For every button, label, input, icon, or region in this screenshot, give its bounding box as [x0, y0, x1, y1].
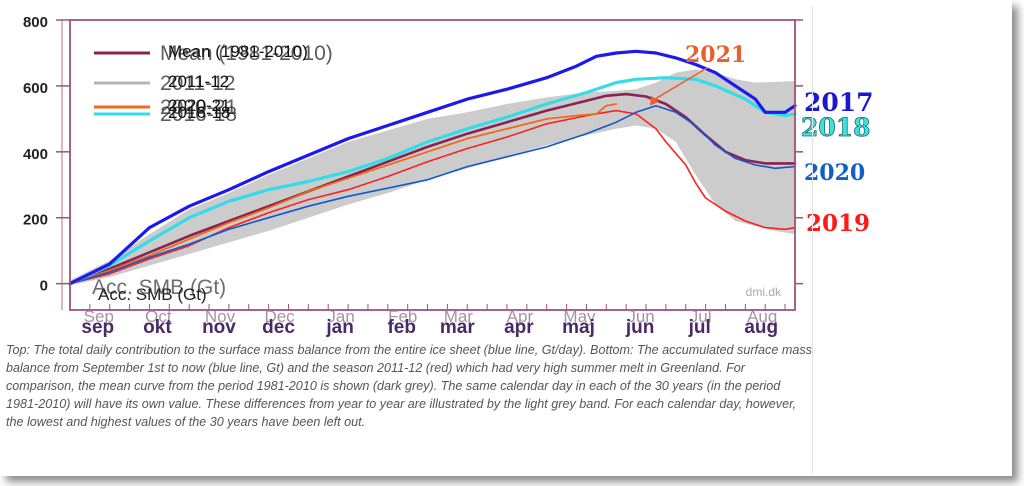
x-month-ghost-label: Mar	[444, 307, 474, 326]
x-month-label: okt	[143, 317, 172, 338]
x-month-label: feb	[387, 317, 416, 338]
plot-frame	[69, 19, 796, 311]
legend-label-ghost: 2016-18	[160, 103, 237, 126]
series-line-2020-21	[69, 103, 618, 285]
legend-label: 2016-18	[168, 103, 230, 122]
credit-label: dmi.dk	[746, 285, 782, 299]
x-month-label: jul	[688, 317, 711, 338]
x-month-ghost-label: Aug	[747, 307, 777, 326]
annotation-label-2021: 2021	[685, 42, 746, 68]
x-month-label: jan	[325, 317, 353, 338]
legend-label: 2020-21	[168, 96, 230, 115]
series-line-2016-18	[68, 76, 797, 286]
x-month-ghost-label: May	[563, 307, 596, 326]
y-tick-label: 200	[23, 212, 48, 229]
annotation-label-2019: 2019	[806, 210, 870, 237]
chart-caption: Top: The total daily contribution to the…	[6, 343, 812, 429]
arrow-head	[650, 95, 659, 106]
annotation-label-2017: 2017	[804, 88, 874, 117]
series-line-2020	[69, 104, 796, 285]
y-tick-label: 0	[40, 278, 48, 295]
x-month-label: aug	[744, 317, 778, 338]
y-tick-label: 400	[23, 146, 48, 163]
legend-label-ghost: Mean (1981-2010)	[160, 42, 333, 65]
x-month-label: maj	[562, 317, 595, 338]
x-month-label: apr	[504, 317, 534, 338]
y-axis-label: Acc. SMB (Gt)	[98, 285, 207, 304]
y-tick-label: 600	[23, 80, 48, 97]
x-month-label: jun	[625, 317, 655, 338]
x-month-ghost-label: Apr	[507, 307, 534, 326]
x-month-label: sep	[81, 317, 114, 338]
y-tick-label: 800	[23, 14, 48, 31]
legend-label: 2011-12	[168, 72, 229, 91]
annotation-arrow	[653, 67, 708, 101]
x-month-ghost-label: Dec	[264, 307, 295, 326]
x-month-label: dec	[262, 317, 295, 338]
series-line-2017	[68, 49, 797, 286]
legend-label: Mean (1981-2010)	[168, 42, 308, 61]
divider	[812, 6, 813, 474]
x-month-label: mar	[440, 317, 475, 338]
legend-label-ghost: 2020-21	[160, 96, 237, 119]
x-month-ghost-label: Jan	[327, 307, 354, 326]
x-month-ghost-label: Jun	[627, 307, 654, 326]
x-month-ghost-label: Nov	[205, 307, 236, 326]
legend-label-ghost: 2011-12	[160, 72, 236, 95]
x-month-ghost-label: Jul	[690, 307, 712, 326]
annotation-label-2020: 2020	[804, 160, 865, 186]
x-month-ghost-label: Sep	[84, 307, 114, 326]
y-axis-label-ghost: Acc. SMB (Gt)	[92, 276, 226, 299]
x-month-ghost-label: Feb	[388, 307, 417, 326]
x-month-label: nov	[202, 317, 236, 338]
page-frame: 800 600 400 200 0 Sep sep Oct okt Nov nov Dec dec Jan…	[6, 6, 874, 474]
x-month-ghost-label: Oct	[145, 307, 172, 326]
